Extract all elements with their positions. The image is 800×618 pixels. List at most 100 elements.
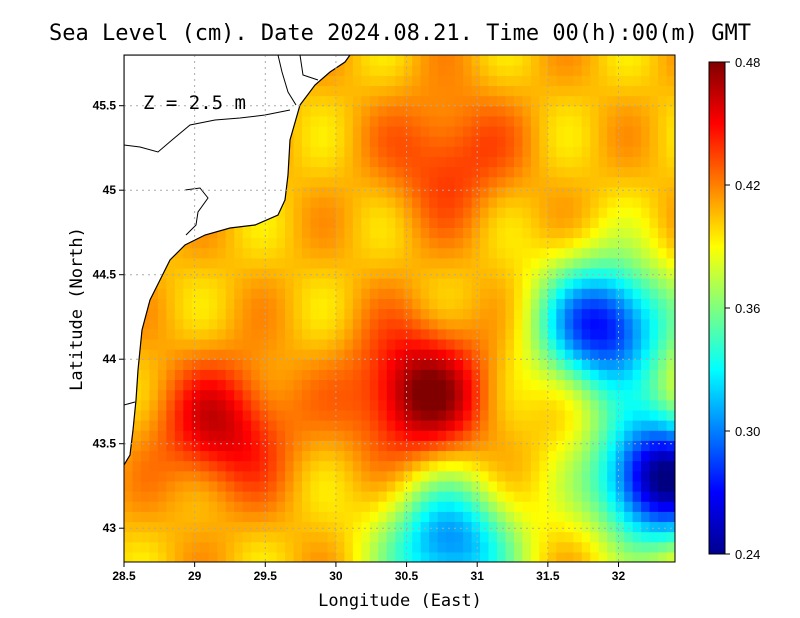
heat-cell <box>403 541 413 553</box>
heat-cell <box>276 440 286 452</box>
heat-cell <box>649 511 659 523</box>
heat-cell <box>259 399 269 411</box>
heat-cell <box>488 511 498 523</box>
heat-cell <box>268 541 278 553</box>
heat-cell <box>505 491 515 502</box>
heat-cell <box>225 399 235 411</box>
heat-cell <box>522 308 532 320</box>
heat-cell <box>166 420 176 431</box>
heat-cell <box>369 521 379 533</box>
heat-cell <box>522 278 532 289</box>
heat-cell <box>530 207 540 218</box>
heat-cell <box>666 531 675 543</box>
heat-cell <box>191 531 201 543</box>
heat-cell <box>242 501 252 512</box>
heat-cell <box>454 75 464 87</box>
heat-cell <box>157 480 167 492</box>
heat-cell <box>666 460 675 472</box>
heat-cell <box>183 379 193 391</box>
heat-cell <box>624 511 634 523</box>
heat-cell <box>590 288 600 299</box>
heat-cell <box>675 75 684 86</box>
heat-cell <box>285 176 295 188</box>
heat-cell <box>513 338 524 350</box>
heat-cell <box>369 115 379 127</box>
heat-cell <box>513 217 524 228</box>
heat-cell <box>191 278 201 289</box>
heat-cell <box>624 267 634 279</box>
heat-cell <box>191 237 201 249</box>
heat-cell <box>463 217 473 228</box>
heat-cell <box>437 409 447 421</box>
heat-cell <box>675 430 684 441</box>
heat-cell <box>624 460 634 472</box>
heat-cell <box>539 318 549 330</box>
heat-cell <box>496 257 507 269</box>
heat-cell <box>556 440 566 452</box>
heat-cell <box>581 460 591 472</box>
heat-cell <box>234 318 244 330</box>
heat-cell <box>488 186 498 198</box>
heat-cell <box>285 318 295 330</box>
heat-cell <box>632 166 642 178</box>
heat-cell <box>564 217 574 228</box>
heat-cell <box>293 430 303 441</box>
heat-cell <box>607 318 617 330</box>
heat-cell <box>310 409 320 421</box>
heat-cell <box>412 237 422 249</box>
y-axis-label: Latitude (North) <box>67 227 87 391</box>
heat-cell <box>361 166 371 178</box>
heat-cell <box>632 450 642 462</box>
heat-cell <box>556 166 566 178</box>
heat-cell <box>378 491 388 502</box>
heat-cell <box>547 308 557 320</box>
heat-cell <box>522 105 532 117</box>
heat-cell <box>530 511 540 523</box>
heat-cell <box>429 389 439 401</box>
heat-cell <box>581 115 591 127</box>
heat-cell <box>327 166 337 178</box>
heat-cell <box>547 95 557 107</box>
heat-cell <box>496 460 507 472</box>
heat-cell <box>547 430 557 441</box>
heat-cell <box>581 237 591 249</box>
heat-cell <box>496 136 507 147</box>
heat-cell <box>632 146 642 157</box>
heat-cell <box>378 470 388 482</box>
heat-cell <box>463 105 473 117</box>
heat-cell <box>539 257 549 269</box>
heat-cell <box>641 480 651 492</box>
heat-cell <box>615 166 625 178</box>
heat-cell <box>310 247 320 259</box>
heat-cell <box>369 227 379 239</box>
heat-cell <box>259 521 269 533</box>
heat-cell <box>242 379 252 391</box>
heat-cell <box>446 55 456 66</box>
heat-cell <box>344 136 354 147</box>
coastline-details <box>124 55 319 406</box>
heat-cell <box>318 115 329 127</box>
heat-cell <box>217 328 227 340</box>
heat-cell <box>302 298 312 310</box>
heat-cell <box>607 55 617 66</box>
heat-cell <box>140 409 151 421</box>
heat-cell <box>437 541 447 553</box>
heat-cell <box>530 470 540 482</box>
heat-cell <box>217 521 227 533</box>
heat-cell <box>251 450 261 462</box>
heat-cell <box>318 85 329 97</box>
heat-cell <box>658 75 668 87</box>
heat-cell <box>632 156 642 168</box>
heat-cell <box>140 531 151 543</box>
heat-cell <box>463 430 473 441</box>
heat-cell <box>200 257 210 269</box>
heat-cell <box>607 460 617 472</box>
heat-cell <box>505 460 515 472</box>
heat-cell <box>480 65 490 76</box>
heat-cell <box>454 450 464 462</box>
heat-cell <box>488 176 498 188</box>
heat-cell <box>607 551 617 562</box>
heat-cell <box>530 115 540 127</box>
heat-cell <box>666 521 675 533</box>
heat-cell <box>463 349 473 360</box>
